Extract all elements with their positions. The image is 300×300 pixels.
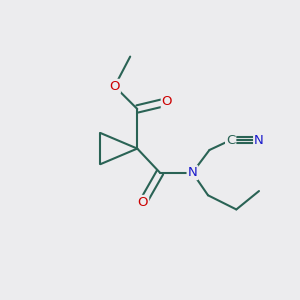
Text: O: O xyxy=(138,196,148,209)
Text: C: C xyxy=(226,134,235,147)
Text: N: N xyxy=(254,134,264,147)
Text: O: O xyxy=(162,95,172,108)
Text: O: O xyxy=(110,80,120,93)
Text: N: N xyxy=(188,166,197,179)
